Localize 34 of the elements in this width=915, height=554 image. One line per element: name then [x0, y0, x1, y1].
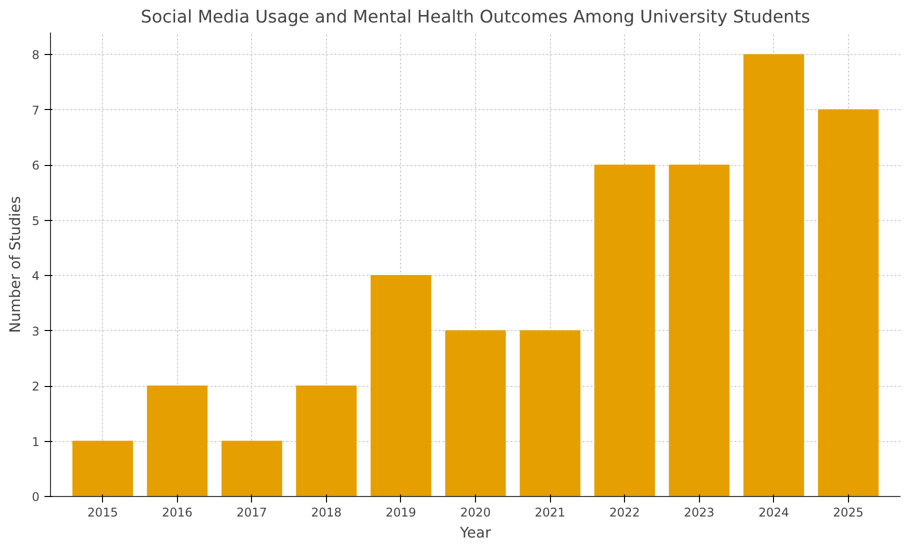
- x-tick-label: 2016: [162, 506, 193, 520]
- bar: [146, 386, 208, 496]
- x-axis-title: Year: [458, 524, 492, 542]
- bar: [370, 275, 432, 496]
- x-tick-label: 2019: [386, 506, 416, 520]
- x-tick-label: 2022: [609, 506, 640, 520]
- x-tick-label: 2020: [460, 506, 491, 520]
- bar: [445, 330, 506, 496]
- bar: [668, 164, 730, 496]
- y-tick-label: 5: [32, 214, 40, 228]
- bar: [520, 330, 580, 496]
- bar: [296, 386, 357, 496]
- bar: [594, 164, 655, 496]
- x-tick-label: 2015: [87, 506, 118, 520]
- y-axis-title: Number of Studies: [6, 196, 24, 333]
- bar: [743, 54, 804, 496]
- y-tick-label: 0: [32, 490, 40, 504]
- bar: [221, 440, 282, 496]
- chart-title: Social Media Usage and Mental Health Outcomes Among University Students: [140, 8, 810, 28]
- y-tick-label: 8: [32, 48, 40, 62]
- x-tick-label: 2021: [534, 506, 566, 520]
- y-tick-label: 1: [32, 434, 40, 449]
- x-tick-label: 2023: [684, 506, 714, 520]
- bar: [818, 109, 879, 496]
- x-tick-label: 2025: [833, 506, 864, 520]
- y-tick-label: 6: [32, 158, 40, 173]
- x-tick-label: 2024: [758, 506, 790, 520]
- y-tick-label: 4: [32, 269, 40, 284]
- y-tick-label: 2: [32, 380, 40, 394]
- x-tick-label: 2017: [236, 506, 268, 520]
- bar: [72, 440, 134, 496]
- x-tick-label: 2018: [311, 506, 342, 520]
- y-tick-label: 7: [32, 103, 40, 118]
- y-tick-label: 3: [32, 324, 40, 338]
